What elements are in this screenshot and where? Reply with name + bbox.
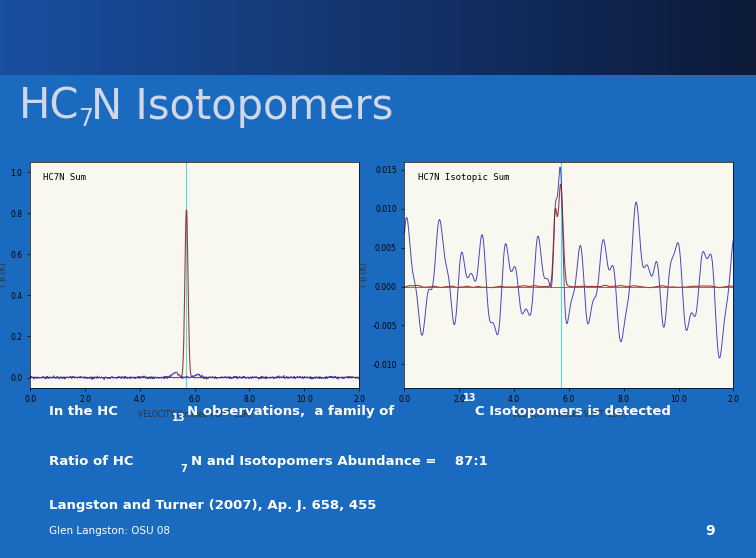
Y-axis label: T B (K): T B (K) <box>361 262 370 287</box>
Y-axis label: T B (K): T B (K) <box>0 262 8 287</box>
Text: N observations,  a family of: N observations, a family of <box>187 405 399 417</box>
Text: 9: 9 <box>705 524 714 538</box>
Text: HC7N Sum: HC7N Sum <box>43 173 86 182</box>
Text: Ratio of HC: Ratio of HC <box>49 455 134 468</box>
X-axis label: VELOCITY (km/sec VOPT  LSR): VELOCITY (km/sec VOPT LSR) <box>512 410 626 419</box>
Text: Langston and Turner (2007), Ap. J. 658, 455: Langston and Turner (2007), Ap. J. 658, … <box>49 499 376 512</box>
Text: In the HC: In the HC <box>49 405 118 417</box>
Text: N Isotopomers: N Isotopomers <box>91 86 393 128</box>
X-axis label: VELOCITY (km/sec VOPT  LSR): VELOCITY (km/sec VOPT LSR) <box>138 410 252 419</box>
Text: Glen Langston: OSU 08: Glen Langston: OSU 08 <box>49 526 170 536</box>
Text: C Isotopomers is detected: C Isotopomers is detected <box>475 405 671 417</box>
Text: 7: 7 <box>78 107 93 131</box>
Text: 13: 13 <box>463 393 476 403</box>
Text: 7: 7 <box>180 464 187 474</box>
Text: 13: 13 <box>172 413 186 424</box>
Text: HC7N Isotopic Sum: HC7N Isotopic Sum <box>417 173 509 182</box>
Text: HC: HC <box>19 86 79 128</box>
Text: N and Isotopomers Abundance =    87:1: N and Isotopomers Abundance = 87:1 <box>191 455 488 468</box>
